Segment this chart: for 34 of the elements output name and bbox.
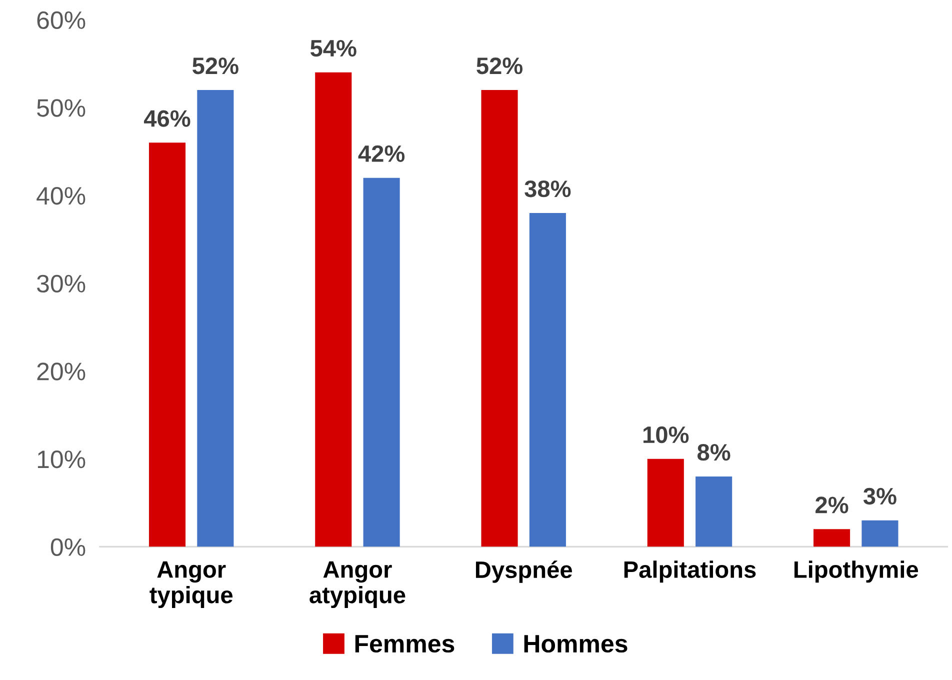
data-label: 52% bbox=[192, 57, 238, 74]
x-tick-label: Palpitations bbox=[624, 560, 756, 583]
data-label: 8% bbox=[698, 444, 730, 461]
legend-label: Hommes bbox=[524, 635, 628, 653]
x-tick-label: Lipothymie bbox=[794, 560, 918, 583]
data-label: 52% bbox=[476, 57, 523, 74]
bar bbox=[315, 72, 352, 547]
data-label: 38% bbox=[524, 180, 571, 198]
y-tick-label: 10% bbox=[38, 450, 86, 468]
data-label: 46% bbox=[144, 110, 190, 127]
bar bbox=[363, 178, 400, 547]
data-label: 10% bbox=[644, 426, 689, 444]
bar bbox=[529, 212, 566, 547]
x-tick-label: Angor atypique bbox=[310, 561, 406, 608]
y-tick-label: 30% bbox=[36, 274, 86, 293]
data-label: 42% bbox=[358, 145, 405, 162]
bar bbox=[696, 476, 732, 547]
legend-label: Femmes bbox=[355, 635, 454, 653]
bar bbox=[148, 142, 186, 547]
x-tick-label: Angor typique bbox=[150, 561, 233, 608]
data-label: 2% bbox=[816, 496, 848, 514]
data-label: 54% bbox=[310, 40, 356, 57]
x-tick-label: Dyspnée bbox=[476, 560, 572, 583]
bar bbox=[481, 90, 518, 547]
y-tick-label: 60% bbox=[37, 11, 86, 30]
y-tick-label: 20% bbox=[37, 362, 86, 380]
bar bbox=[814, 529, 850, 547]
bar bbox=[862, 520, 898, 547]
bar bbox=[197, 90, 234, 547]
data-label: 3% bbox=[863, 488, 896, 505]
y-tick-label: 50% bbox=[37, 99, 86, 117]
bar bbox=[647, 458, 684, 547]
y-tick-label: 40% bbox=[36, 186, 86, 205]
y-tick-label: 0% bbox=[50, 538, 86, 556]
